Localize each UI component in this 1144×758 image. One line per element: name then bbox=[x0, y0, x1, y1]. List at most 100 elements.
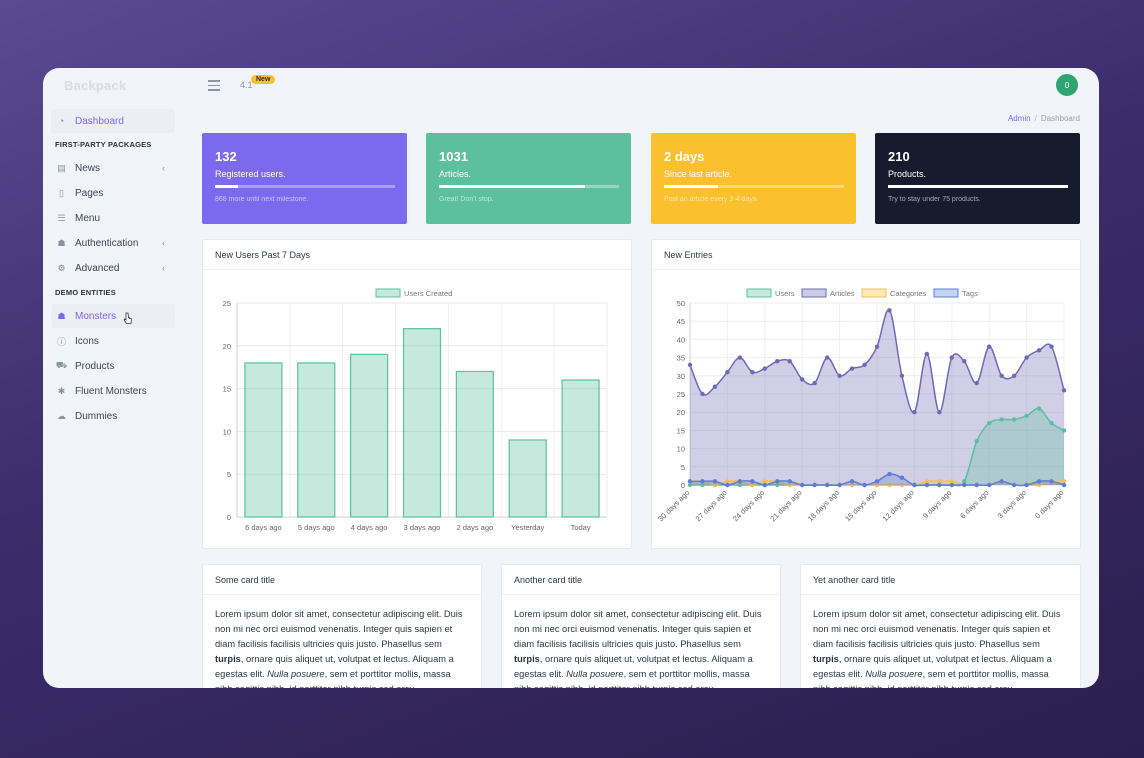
data-point bbox=[775, 482, 780, 488]
brand-logo[interactable]: Backpack bbox=[64, 78, 127, 93]
stat-note: Great! Don't stop. bbox=[439, 196, 494, 203]
data-point bbox=[924, 351, 930, 357]
sidebar-item-label: Dashboard bbox=[75, 115, 124, 127]
chart-card-new-entries: New Entries Users Articles Categories Tags 0… bbox=[651, 239, 1081, 549]
data-point bbox=[887, 482, 892, 488]
bar bbox=[402, 328, 442, 518]
data-point bbox=[874, 482, 880, 488]
sidebar-item-fluent-monsters[interactable]: ✱ Fluent Monsters bbox=[51, 379, 175, 403]
sidebar-item-authentication[interactable]: ☗ Authentication ‹ bbox=[51, 231, 175, 255]
stat-label: Registered users. bbox=[215, 169, 286, 179]
sidebar-item-label: News bbox=[75, 162, 101, 174]
breadcrumb: Admin / Dashboard bbox=[1007, 114, 1080, 123]
sidebar-item-news[interactable]: ▤ News ‹ bbox=[51, 156, 175, 180]
stat-card-articles: 1031 Articles. Great! Don't stop. bbox=[426, 133, 631, 224]
sidebar-item-dummies[interactable]: ☁ Dummies bbox=[51, 404, 175, 428]
stat-note: Try to stay under 75 products. bbox=[888, 196, 981, 203]
sidebar-item-advanced[interactable]: ⚙ Advanced ‹ bbox=[51, 256, 175, 280]
stat-progress bbox=[664, 185, 844, 188]
data-point bbox=[800, 482, 805, 488]
stat-label: Articles. bbox=[439, 169, 472, 179]
data-point bbox=[912, 410, 917, 415]
data-point bbox=[1061, 388, 1067, 393]
data-point bbox=[787, 479, 792, 484]
x-tick-label: Today bbox=[571, 523, 591, 532]
stat-value: 2 days bbox=[664, 149, 705, 164]
y-tick-label: 30 bbox=[677, 372, 685, 381]
data-point bbox=[687, 482, 693, 488]
legend-label: Users Created bbox=[404, 289, 452, 298]
sidebar-item-label: Authentication bbox=[75, 237, 139, 249]
sidebar-item-menu[interactable]: ☰ Menu bbox=[51, 206, 175, 230]
data-point bbox=[700, 391, 705, 397]
data-point bbox=[1036, 348, 1042, 353]
data-point bbox=[924, 479, 930, 484]
data-point bbox=[1049, 344, 1054, 349]
data-point bbox=[937, 482, 942, 488]
y-tick-label: 15 bbox=[223, 385, 231, 394]
stat-card-users: 132 Registered users. 868 more until nex… bbox=[202, 133, 407, 224]
breadcrumb-admin-link[interactable]: Admin bbox=[1007, 114, 1031, 123]
card-title: New Users Past 7 Days bbox=[203, 240, 631, 270]
data-point bbox=[1011, 417, 1017, 422]
data-point bbox=[737, 355, 743, 360]
data-point bbox=[962, 479, 967, 484]
data-point bbox=[974, 439, 979, 444]
data-point bbox=[862, 362, 867, 368]
y-tick-label: 40 bbox=[677, 335, 685, 344]
data-point bbox=[974, 380, 979, 386]
data-point bbox=[999, 373, 1004, 378]
legend-swatch bbox=[933, 288, 959, 298]
sidebar-item-pages[interactable]: ▯ Pages bbox=[51, 181, 175, 205]
avatar[interactable]: 0 bbox=[1056, 74, 1078, 96]
y-tick-label: 20 bbox=[677, 408, 685, 417]
menu-toggle-icon[interactable] bbox=[208, 80, 220, 94]
bar bbox=[244, 362, 283, 518]
y-tick-label: 50 bbox=[677, 299, 685, 308]
sidebar-item-icons[interactable]: ⓘ Icons bbox=[51, 329, 175, 353]
y-tick-label: 45 bbox=[677, 317, 685, 326]
stat-card-last-article: 2 days Since last article. Post an artic… bbox=[651, 133, 856, 224]
data-point bbox=[812, 482, 817, 488]
data-point bbox=[800, 377, 805, 382]
bar bbox=[561, 379, 600, 518]
card-title: Some card title bbox=[203, 565, 481, 595]
sidebar-item-products[interactable]: ⛟ Products bbox=[51, 354, 175, 378]
info-icon: ⓘ bbox=[56, 336, 66, 347]
data-point bbox=[1011, 482, 1017, 488]
data-point bbox=[937, 410, 942, 415]
data-point bbox=[762, 366, 767, 371]
data-point bbox=[937, 479, 942, 484]
card-title: New Entries bbox=[652, 240, 1080, 270]
data-point bbox=[849, 482, 855, 488]
stat-progress bbox=[215, 185, 395, 188]
stat-progress-fill bbox=[664, 185, 718, 188]
sidebar-item-label: Menu bbox=[75, 212, 101, 224]
data-point bbox=[999, 417, 1004, 422]
bug-icon: ✱ bbox=[57, 385, 66, 396]
series-area bbox=[690, 473, 1064, 486]
section-title-first-party: FIRST-PARTY PACKAGES bbox=[55, 140, 152, 149]
stat-progress bbox=[439, 185, 619, 188]
sidebar-item-dashboard[interactable]: ◔ Dashboard bbox=[51, 109, 175, 133]
stat-value: 1031 bbox=[439, 149, 468, 164]
stat-progress-fill bbox=[888, 185, 1068, 188]
card-title: Yet another card title bbox=[801, 565, 1080, 595]
data-point bbox=[712, 479, 718, 484]
data-point bbox=[737, 482, 743, 488]
data-point bbox=[824, 482, 830, 488]
stat-label: Products. bbox=[888, 169, 927, 179]
y-tick-label: 0 bbox=[681, 481, 685, 490]
x-tick-label: 12 days ago bbox=[881, 488, 916, 523]
version-label: 4.1 bbox=[240, 80, 253, 90]
data-point bbox=[725, 369, 730, 375]
data-point bbox=[1049, 420, 1054, 426]
y-tick-label: 25 bbox=[223, 299, 231, 308]
sidebar-item-monsters[interactable]: ☗ Monsters bbox=[51, 304, 175, 328]
series-area bbox=[690, 408, 1064, 486]
data-point bbox=[874, 344, 880, 349]
stat-value: 210 bbox=[888, 149, 910, 164]
data-point bbox=[887, 308, 892, 313]
data-point bbox=[1049, 479, 1054, 484]
data-point bbox=[987, 344, 992, 349]
